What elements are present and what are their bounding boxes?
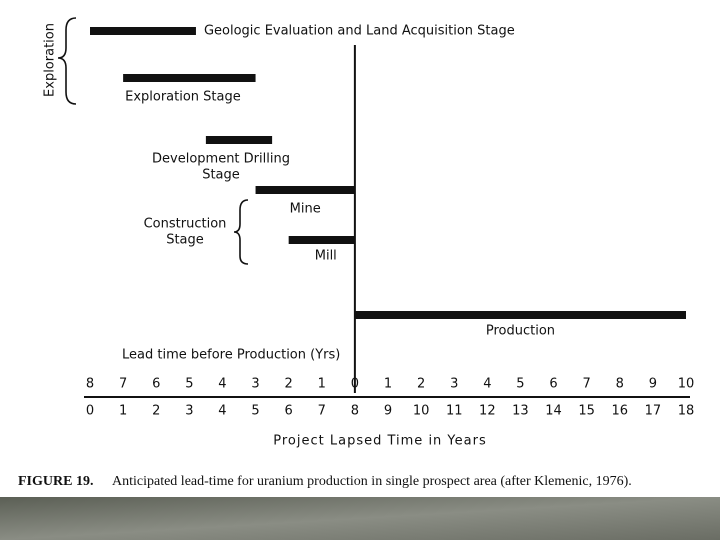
x-tick-label: 15 — [578, 404, 595, 419]
x-tick-label: 6 — [285, 404, 293, 419]
stage-bar — [255, 186, 355, 194]
stage-label: Mill — [315, 249, 337, 264]
x-tick-label: 2 — [152, 404, 160, 419]
x2-tick-label: 7 — [583, 377, 591, 392]
group-label: Stage — [166, 233, 204, 248]
x2-tick-label: 2 — [285, 377, 293, 392]
x2-tick-label: 7 — [119, 377, 127, 392]
x2-tick-label: 6 — [152, 377, 160, 392]
x-tick-label: 13 — [512, 404, 529, 419]
x2-tick-label: 9 — [649, 377, 657, 392]
group-label: Exploration — [43, 23, 58, 97]
x2-tick-label: 2 — [417, 377, 425, 392]
x2-tick-label: 3 — [251, 377, 259, 392]
x2-tick-label: 5 — [185, 377, 193, 392]
x-axis-label: Project Lapsed Time in Years — [273, 434, 486, 449]
x2-tick-label: 3 — [450, 377, 458, 392]
stage-bar — [90, 27, 196, 35]
stage-label: Mine — [290, 202, 321, 217]
stage-bar — [288, 236, 355, 244]
x-tick-label: 5 — [251, 404, 259, 419]
x-tick-label: 18 — [678, 404, 695, 419]
caption-label: FIGURE 19. — [18, 474, 93, 489]
stage-label: Exploration Stage — [125, 90, 241, 105]
group-label: Construction — [144, 217, 227, 232]
x2-tick-label: 8 — [616, 377, 624, 392]
stage-label: Development Drilling — [152, 152, 290, 167]
x-tick-label: 1 — [119, 404, 127, 419]
x-tick-label: 9 — [384, 404, 392, 419]
x-tick-label: 14 — [545, 404, 562, 419]
stage-bar — [205, 136, 273, 144]
x2-tick-label: 1 — [384, 377, 392, 392]
x-tick-label: 4 — [218, 404, 226, 419]
caption: Anticipated lead-time for uranium produc… — [112, 474, 632, 489]
x-tick-label: 12 — [479, 404, 496, 419]
x2-tick-label: 8 — [86, 377, 94, 392]
stage-bar — [354, 311, 686, 319]
slide-band — [0, 497, 720, 540]
x-tick-label: 17 — [645, 404, 662, 419]
x-tick-label: 10 — [413, 404, 430, 419]
x2-tick-label: 1 — [318, 377, 326, 392]
stage-bar — [123, 74, 256, 82]
x2-tick-label: 5 — [516, 377, 524, 392]
brace — [233, 199, 249, 265]
x-tick-label: 3 — [185, 404, 193, 419]
x-tick-label: 16 — [612, 404, 629, 419]
x-tick-label: 0 — [86, 404, 94, 419]
brace — [57, 17, 77, 105]
x2-axis-label: Lead time before Production (Yrs) — [122, 348, 340, 363]
x2-tick-label: 6 — [549, 377, 557, 392]
stage-label: Stage — [202, 168, 240, 183]
x-tick-label: 8 — [351, 404, 359, 419]
x2-tick-label: 4 — [218, 377, 226, 392]
x-tick-label: 7 — [318, 404, 326, 419]
x2-tick-label: 4 — [483, 377, 491, 392]
x2-tick-label: 10 — [678, 377, 695, 392]
x-tick-label: 11 — [446, 404, 463, 419]
stage-label: Production — [486, 324, 555, 339]
stage-label: Geologic Evaluation and Land Acquisition… — [204, 24, 515, 39]
